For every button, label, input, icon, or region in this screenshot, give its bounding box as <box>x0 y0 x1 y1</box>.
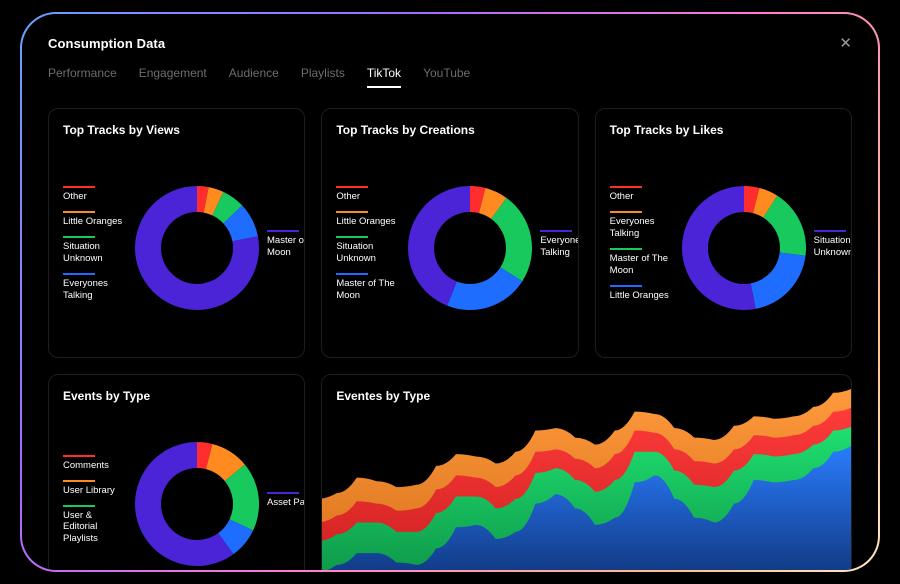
legend-label: User Library <box>63 485 127 497</box>
legend-item: Little Oranges <box>63 211 127 228</box>
area-chart <box>321 375 852 570</box>
donut-legend-right: Master of The Moon <box>267 230 305 267</box>
legend-item: Little Oranges <box>610 285 674 302</box>
card-title: Top Tracks by Views <box>63 123 290 137</box>
donut-chart <box>400 178 540 318</box>
legend-swatch <box>610 186 642 188</box>
legend-swatch <box>610 211 642 213</box>
legend-item: Situation Unknown <box>814 230 852 259</box>
legend-label: Everyones Talking <box>540 235 578 259</box>
charts-grid: Top Tracks by Views Other Little Oranges Si… <box>48 108 852 570</box>
legend-label: Other <box>63 191 127 203</box>
legend-label: Other <box>336 191 400 203</box>
app-window: Consumption Data ✕ Performance Engagement… <box>22 14 878 570</box>
legend-swatch <box>336 236 368 238</box>
card-title: Top Tracks by Likes <box>610 123 837 137</box>
legend-label: Situation Unknown <box>63 241 127 265</box>
tabs: Performance Engagement Audience Playlists Ti… <box>48 66 852 88</box>
card-top-tracks-views: Top Tracks by Views Other Little Oranges Si… <box>48 108 305 358</box>
legend-item: Master of The Moon <box>336 273 400 302</box>
legend-swatch <box>814 230 846 232</box>
donut-wrap: Comments User Library User & Editorial Pla… <box>63 413 290 570</box>
page-title: Consumption Data <box>48 36 165 51</box>
legend-item: Situation Unknown <box>63 236 127 265</box>
legend-swatch <box>63 236 95 238</box>
tab-audience[interactable]: Audience <box>229 66 279 88</box>
legend-swatch <box>267 230 299 232</box>
legend-label: Little Oranges <box>610 290 674 302</box>
card-events-by-type-area: Eventes by Type <box>321 374 852 570</box>
legend-item: Other <box>336 186 400 203</box>
card-title: Events by Type <box>63 389 290 403</box>
legend-label: Master of The Moon <box>610 253 674 277</box>
close-icon[interactable]: ✕ <box>839 34 852 52</box>
legend-label: Little Oranges <box>63 216 127 228</box>
legend-label: Master of The Moon <box>267 235 305 259</box>
donut-legend-right: Situation Unknown <box>814 230 852 267</box>
legend-swatch <box>63 480 95 482</box>
tab-tiktok[interactable]: TikTok <box>367 66 401 88</box>
donut-wrap: Other Little Oranges Situation Unknown Mast… <box>336 147 563 349</box>
card-events-by-type-donut: Events by Type Comments User Library User &… <box>48 374 305 570</box>
legend-swatch <box>63 455 95 457</box>
donut-legend-right: Asset Pages <box>267 492 305 517</box>
donut-chart <box>674 178 814 318</box>
legend-label: Little Oranges <box>336 216 400 228</box>
donut-wrap: Other Little Oranges Situation Unknown Ever… <box>63 147 290 349</box>
header: Consumption Data ✕ <box>48 34 852 52</box>
legend-swatch <box>267 492 299 494</box>
legend-swatch <box>63 505 95 507</box>
legend-item: User & Editorial Playlists <box>63 505 127 546</box>
tab-playlists[interactable]: Playlists <box>301 66 345 88</box>
donut-chart <box>127 434 267 570</box>
legend-item: User Library <box>63 480 127 497</box>
legend-swatch <box>336 186 368 188</box>
donut-legend-left: Other Everyones Talking Master of The Moon… <box>610 186 674 309</box>
legend-swatch <box>540 230 572 232</box>
legend-item: Everyones Talking <box>63 273 127 302</box>
legend-item: Everyones Talking <box>540 230 578 259</box>
legend-label: User & Editorial Playlists <box>63 510 127 546</box>
legend-item: Comments <box>63 455 127 472</box>
legend-item: Other <box>610 186 674 203</box>
donut-chart <box>127 178 267 318</box>
tab-youtube[interactable]: YouTube <box>423 66 470 88</box>
legend-item: Everyones Talking <box>610 211 674 240</box>
donut-slice <box>750 253 805 309</box>
legend-swatch <box>610 248 642 250</box>
card-top-tracks-creations: Top Tracks by Creations Other Little Orang… <box>321 108 578 358</box>
legend-label: Master of The Moon <box>336 278 400 302</box>
donut-legend-right: Everyones Talking <box>540 230 578 267</box>
device-frame: Consumption Data ✕ Performance Engagement… <box>20 12 880 572</box>
donut-legend-left: Other Little Oranges Situation Unknown Ever… <box>63 186 127 309</box>
donut-wrap: Other Everyones Talking Master of The Moon… <box>610 147 837 349</box>
legend-item: Situation Unknown <box>336 236 400 265</box>
legend-label: Situation Unknown <box>336 241 400 265</box>
legend-label: Comments <box>63 460 127 472</box>
donut-legend-left: Comments User Library User & Editorial Pla… <box>63 455 127 553</box>
legend-label: Situation Unknown <box>814 235 852 259</box>
legend-swatch <box>336 273 368 275</box>
legend-swatch <box>63 273 95 275</box>
card-top-tracks-likes: Top Tracks by Likes Other Everyones Talkin… <box>595 108 852 358</box>
legend-item: Other <box>63 186 127 203</box>
legend-item: Master of The Moon <box>610 248 674 277</box>
donut-legend-left: Other Little Oranges Situation Unknown Mast… <box>336 186 400 309</box>
legend-label: Asset Pages <box>267 497 305 509</box>
legend-swatch <box>610 285 642 287</box>
legend-item: Little Oranges <box>336 211 400 228</box>
legend-swatch <box>63 211 95 213</box>
legend-label: Other <box>610 191 674 203</box>
card-title: Top Tracks by Creations <box>336 123 563 137</box>
legend-swatch <box>63 186 95 188</box>
tab-performance[interactable]: Performance <box>48 66 117 88</box>
legend-label: Everyones Talking <box>63 278 127 302</box>
legend-swatch <box>336 211 368 213</box>
legend-item: Master of The Moon <box>267 230 305 259</box>
tab-engagement[interactable]: Engagement <box>139 66 207 88</box>
legend-item: Asset Pages <box>267 492 305 509</box>
legend-label: Everyones Talking <box>610 216 674 240</box>
